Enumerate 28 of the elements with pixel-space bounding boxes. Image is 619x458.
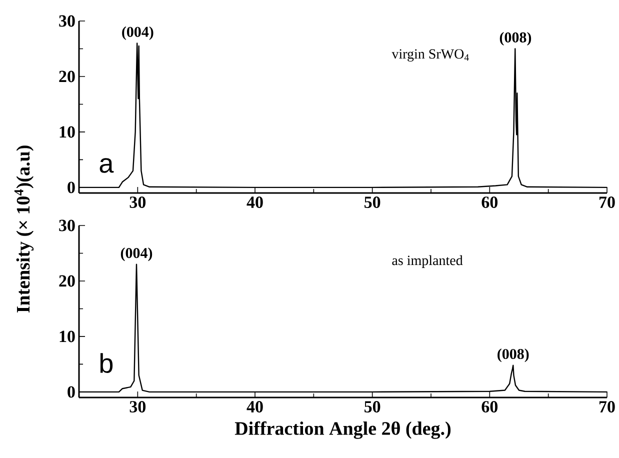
x-tick-label: 40 [246,196,263,208]
y-tick-label: 30 [59,15,75,27]
y-tick-label: 10 [60,126,75,138]
x-tick-label: 30 [130,401,146,412]
annotation: a [100,158,114,173]
annotation: virgin SrWO$_{4}$ [392,49,469,62]
x-tick-label: 30 [130,196,146,208]
x-tick-label: 50 [364,401,380,412]
y-tick-label: 20 [59,70,75,82]
annotation: (008) [500,32,532,46]
annotation: (008) [498,348,529,362]
y-tick-label: 10 [60,330,75,342]
annotation: (004) [122,26,154,40]
x-tick-label: 70 [599,196,615,208]
y-tick-label: 20 [59,275,75,287]
x-tick-label: 50 [364,196,380,208]
y-axis-title: Intensity (× 10$^{4}$)(a.u) [14,146,34,313]
x-axis-title: Diffraction Angle 2θ (deg.) [234,421,451,439]
x-tick-label: 60 [482,401,498,412]
annotation: (004) [120,248,152,262]
x-tick-label: 40 [246,401,263,412]
annotation: as implanted [392,255,463,268]
y-tick-label: 0 [68,182,75,194]
x-tick-label: 60 [482,196,498,208]
annotation: b [100,353,113,374]
y-tick-label: 30 [59,220,75,232]
x-tick-label: 70 [599,401,615,412]
y-tick-label: 0 [68,386,75,398]
